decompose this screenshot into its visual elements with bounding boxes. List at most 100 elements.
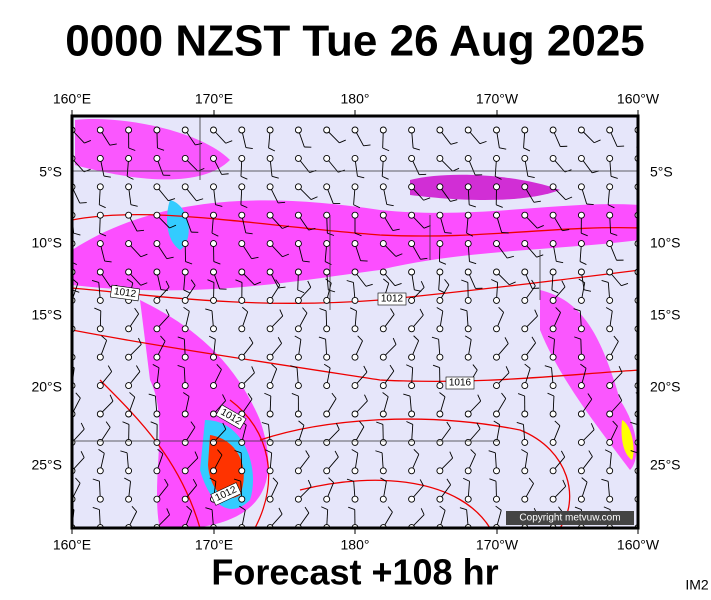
barb-feather: [469, 204, 476, 208]
station: [408, 495, 416, 503]
barb-feather: [109, 143, 117, 146]
station: [464, 438, 472, 446]
barb-feather: [392, 228, 400, 231]
station: [606, 211, 614, 219]
station: [549, 240, 557, 248]
barb-feather: [248, 336, 254, 344]
station: [238, 183, 246, 191]
station: [96, 495, 104, 503]
barb-feather: [565, 196, 573, 201]
station: [96, 240, 104, 248]
station: [210, 296, 217, 304]
barb-feather: [618, 366, 623, 373]
station: [436, 467, 444, 475]
barb-feather: [630, 450, 638, 454]
barb-feather: [205, 308, 213, 312]
station: [181, 268, 189, 276]
barb-feather: [92, 506, 100, 511]
barb-feather: [72, 289, 80, 293]
station: [153, 467, 161, 475]
barb-feather: [79, 202, 87, 204]
isobar-text: 1016: [449, 378, 472, 389]
barb-feather: [126, 175, 134, 180]
barb-feather: [466, 232, 474, 237]
station: [379, 325, 387, 333]
top-lon-label: 170°E: [195, 91, 233, 107]
station: [323, 183, 331, 191]
station: [153, 154, 161, 162]
barb-feather: [265, 449, 272, 454]
barb-feather: [395, 253, 403, 257]
station: [125, 325, 133, 333]
barb-feather: [166, 508, 171, 516]
station: [238, 495, 246, 503]
station: [577, 410, 585, 418]
station: [266, 438, 274, 446]
station: [606, 325, 614, 333]
barb-feather: [168, 198, 176, 202]
station: [549, 467, 557, 475]
barb-feather: [278, 507, 283, 515]
station: [493, 268, 500, 276]
barb-feather: [516, 421, 524, 425]
barb-feather: [601, 279, 609, 283]
barb-feather: [547, 392, 555, 397]
boundary-line: [72, 116, 638, 442]
barb-feather: [517, 393, 525, 397]
station: [210, 382, 217, 390]
barb-feather: [630, 421, 638, 425]
station: [379, 183, 387, 191]
station: [323, 154, 331, 162]
station: [379, 240, 387, 248]
station: [606, 296, 614, 304]
station: [238, 154, 246, 162]
station: [549, 325, 557, 333]
barb-feather: [195, 142, 203, 146]
barb-feather: [419, 479, 424, 486]
barb-feather: [211, 232, 219, 237]
station: [294, 382, 302, 390]
station: [493, 211, 500, 219]
barb-feather: [581, 477, 588, 483]
station: [436, 382, 444, 390]
barb-feather: [308, 228, 316, 231]
barb-feather: [450, 199, 458, 202]
station: [379, 211, 387, 219]
barb-feather: [476, 422, 481, 430]
label-box: [377, 292, 407, 306]
barb-feather: [459, 507, 467, 511]
barb-feather: [126, 278, 134, 284]
barb-feather: [556, 260, 564, 264]
station: [379, 438, 387, 446]
station: [153, 211, 161, 219]
barb-feather: [239, 505, 246, 511]
barb-feather: [247, 393, 253, 400]
right-lat-label: 20°S: [650, 379, 681, 395]
station: [238, 211, 246, 219]
bottom-lon-label: 170°W: [476, 537, 519, 553]
barb-feather: [501, 231, 509, 234]
barb-feather: [528, 477, 534, 484]
top-lon-label: 160°W: [617, 91, 660, 107]
station: [153, 495, 161, 503]
barb-feather: [165, 280, 170, 288]
station: [266, 268, 274, 276]
station: [606, 268, 614, 276]
station: [577, 353, 585, 361]
isobar: [299, 479, 491, 528]
barb-feather: [294, 335, 302, 340]
station: [408, 325, 416, 333]
station: [125, 467, 133, 475]
barb-feather: [217, 449, 223, 456]
station: [210, 410, 217, 418]
barb-feather: [349, 307, 357, 312]
barb-feather: [107, 365, 113, 372]
station: [323, 325, 331, 333]
barb-feather: [380, 477, 387, 482]
station: [323, 382, 331, 390]
barb-feather: [521, 449, 528, 454]
station: [210, 438, 217, 446]
barb-feather: [439, 505, 446, 511]
station: [464, 183, 472, 191]
